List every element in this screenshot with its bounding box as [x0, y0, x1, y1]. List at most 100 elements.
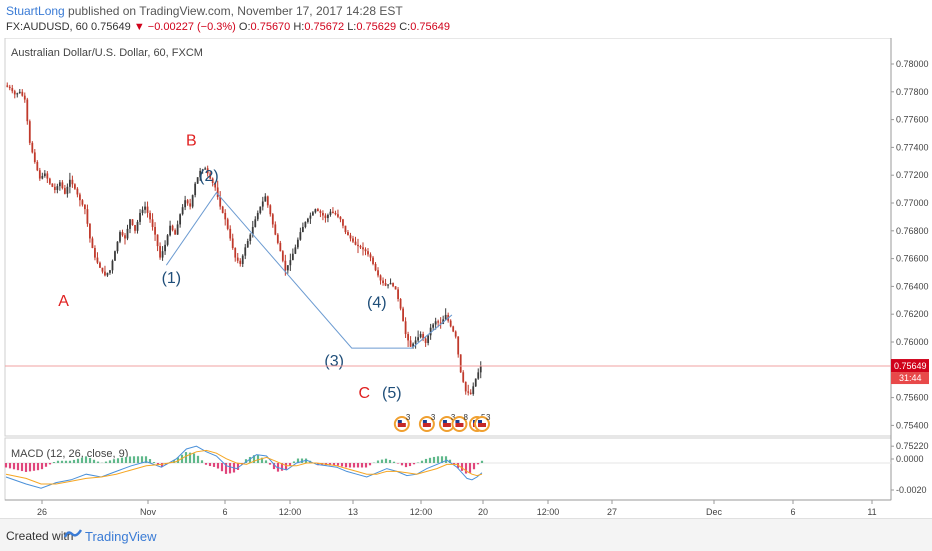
- price-tick-label: 0.75600: [896, 393, 929, 403]
- low-label: L:: [347, 21, 357, 33]
- candle-body: [99, 262, 101, 268]
- us-event-flag-icon[interactable]: [451, 416, 468, 432]
- candle-body: [204, 168, 207, 170]
- candle-body: [372, 257, 374, 264]
- published-text: published on TradingView.com, November 1…: [64, 4, 403, 18]
- candle-body: [407, 334, 409, 341]
- price-pane[interactable]: [4, 38, 892, 437]
- price-axis-ticks: 0.78000 0.77800 0.77600 0.77400 0.77200 0.770…: [891, 59, 929, 451]
- tradingview-brand[interactable]: TradingView: [85, 529, 157, 544]
- candle-body: [31, 142, 34, 153]
- candle-body: [256, 212, 259, 220]
- candle-body: [474, 378, 477, 387]
- wave-label[interactable]: (4): [367, 294, 387, 311]
- time-tick-label: 12:00: [279, 507, 302, 517]
- candle-body: [214, 183, 217, 188]
- wave-label[interactable]: (5): [382, 385, 402, 402]
- candle-body: [364, 249, 367, 252]
- candle-body: [286, 265, 289, 271]
- candle-body: [56, 186, 59, 191]
- tradingview-logo-icon[interactable]: [64, 527, 82, 541]
- chart-header: StuartLong published on TradingView.com,…: [0, 0, 932, 38]
- candle-body: [444, 314, 447, 320]
- candle-body: [249, 234, 252, 241]
- candle-body: [126, 228, 129, 239]
- candle-body: [327, 214, 329, 219]
- macd-label: MACD (12, 26, close, 9): [11, 448, 128, 460]
- candle-body: [472, 386, 475, 394]
- time-axis-ticks: 26 Nov 6 12:00 13 12:00 20 12:00 27 Dec 6 11: [37, 500, 877, 517]
- candle-body: [311, 212, 314, 216]
- event-count: 3: [406, 413, 411, 422]
- candle-body: [291, 253, 294, 261]
- candle-body: [324, 215, 327, 219]
- wave-label[interactable]: C: [358, 385, 370, 402]
- candle-body: [124, 235, 126, 239]
- candle-body: [33, 152, 36, 162]
- candle-body: [244, 247, 247, 256]
- candle-body: [437, 321, 440, 323]
- wave-line-group: [165, 191, 453, 349]
- candle-body: [289, 260, 292, 266]
- candle-body: [264, 196, 267, 202]
- symbol-label: FX:AUDUSD, 60: [6, 21, 88, 33]
- candle-body: [194, 183, 197, 196]
- candle-body: [119, 232, 121, 242]
- candle-body: [354, 241, 357, 245]
- candle-body: [211, 178, 214, 184]
- candle-body: [412, 343, 415, 347]
- candle-body: [186, 200, 189, 204]
- candle-body: [367, 251, 369, 255]
- us-event-flag-icon[interactable]: [393, 416, 410, 432]
- candle-body: [414, 340, 417, 344]
- wave-label[interactable]: (2): [199, 168, 219, 185]
- candle-body: [46, 173, 49, 179]
- chart-title: Australian Dollar/U.S. Dollar, 60, FXCM: [11, 47, 203, 59]
- candle-body: [209, 173, 212, 179]
- candle-body: [374, 263, 377, 271]
- candle-body: [141, 209, 144, 213]
- candle-body: [449, 320, 452, 327]
- candle-body: [76, 188, 79, 195]
- candle-body: [422, 334, 425, 339]
- candle-body: [439, 322, 442, 324]
- us-event-flag-icon[interactable]: [418, 416, 435, 432]
- candle-body: [156, 234, 159, 247]
- candle-body: [53, 186, 56, 191]
- event-count: 3: [486, 413, 491, 422]
- candle-body: [362, 247, 364, 250]
- candle-body: [347, 232, 349, 236]
- elliott-wave-line[interactable]: [165, 191, 453, 349]
- time-tick-label: 20: [478, 507, 488, 517]
- us-event-flag-icon[interactable]: [474, 416, 490, 432]
- price-chart[interactable]: Australian Dollar/U.S. Dollar, 60, FXCM …: [0, 38, 932, 518]
- candle-body: [462, 372, 465, 382]
- candle-body: [43, 173, 46, 176]
- candle-body: [166, 235, 169, 245]
- candle-body: [71, 179, 74, 185]
- time-tick-label: 13: [348, 507, 358, 517]
- time-tick-label: Dec: [706, 507, 723, 517]
- price-tick-label: 0.75220: [896, 441, 929, 451]
- candle-body: [169, 225, 171, 236]
- candle-body: [184, 200, 187, 208]
- candle-body: [116, 241, 119, 252]
- candle-body: [269, 205, 272, 215]
- candle-body: [171, 225, 174, 231]
- candle-body: [392, 283, 394, 287]
- wave-label[interactable]: B: [186, 132, 197, 149]
- author-link[interactable]: StuartLong: [6, 4, 65, 18]
- low-value: 0.75629: [356, 21, 397, 33]
- price-tick-label: 0.76000: [896, 337, 929, 347]
- candle-body: [61, 182, 64, 189]
- economic-events-group[interactable]: 333853: [393, 413, 491, 432]
- wave-label[interactable]: A: [58, 293, 69, 310]
- price-tick-label: 0.77200: [896, 170, 929, 180]
- candle-body: [139, 212, 141, 222]
- wave-label[interactable]: (1): [162, 270, 182, 287]
- macd-pane[interactable]: [4, 437, 892, 501]
- time-tick-label: 26: [37, 507, 47, 517]
- high-label: H:: [293, 21, 305, 33]
- wave-label[interactable]: (3): [324, 353, 344, 370]
- time-tick-label: 6: [222, 507, 227, 517]
